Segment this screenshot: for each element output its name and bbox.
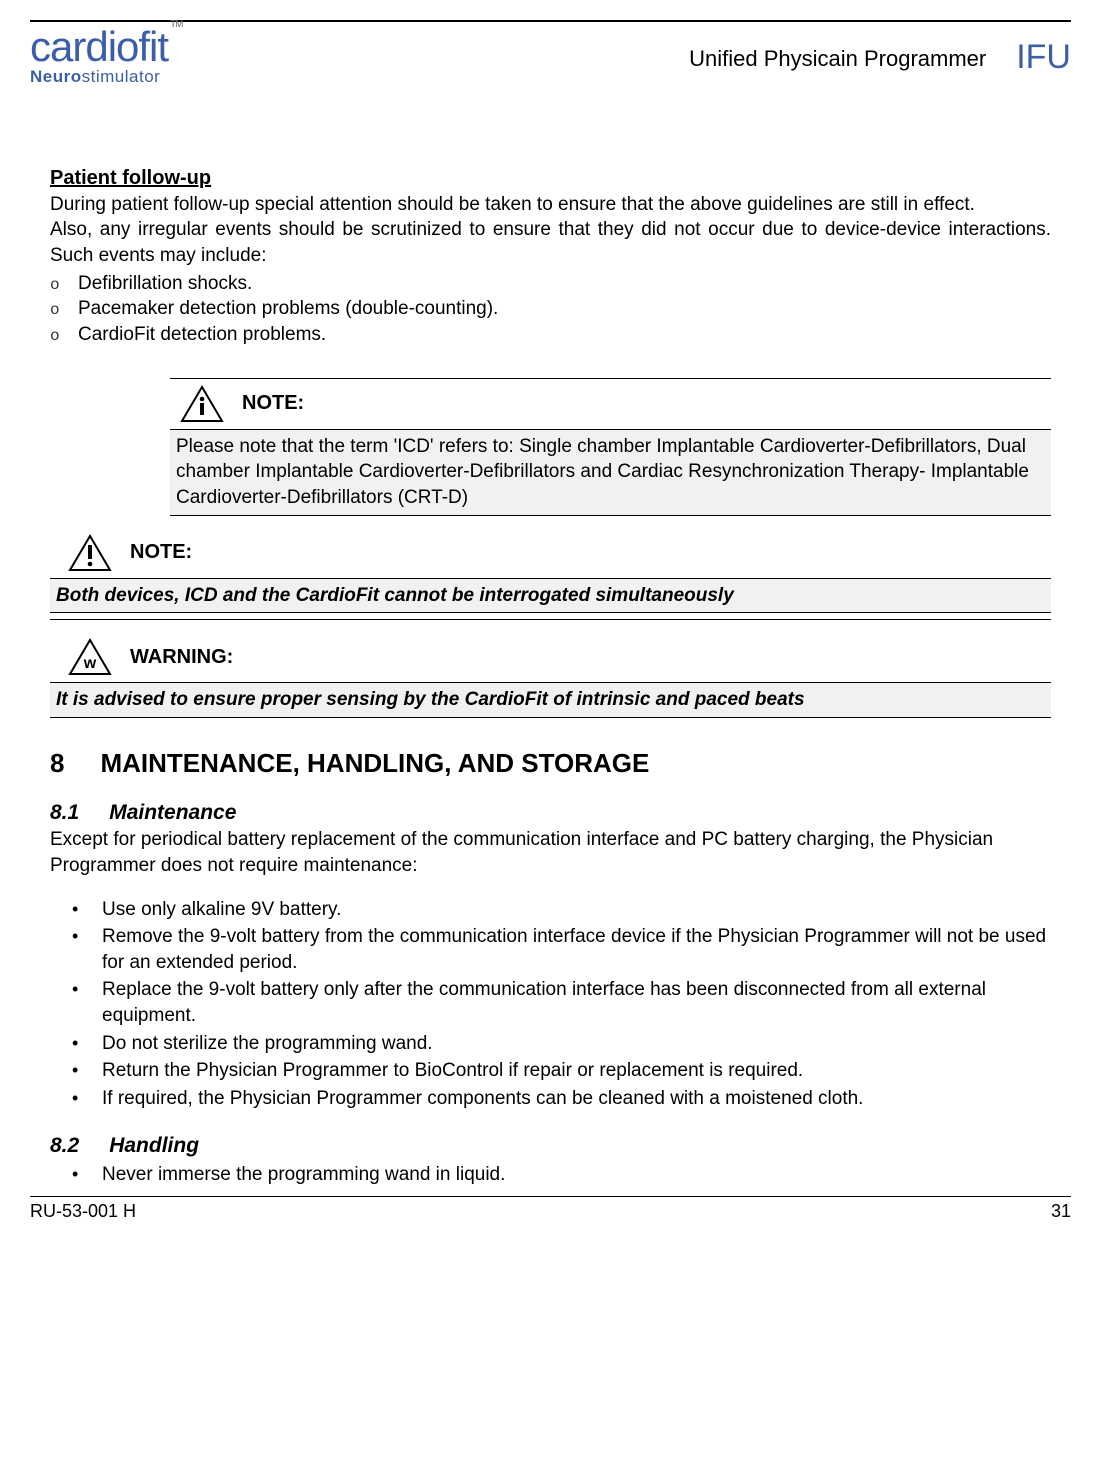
note-body: Both devices, ICD and the CardioFit cann… [50, 579, 1051, 613]
logo: cardiofitTM Neurostimulator [30, 28, 181, 89]
list-item: Pacemaker detection problems (double-cou… [78, 296, 1051, 322]
subsection-title: Handling [109, 1132, 199, 1160]
section-title: MAINTENANCE, HANDLING, AND STORAGE [100, 746, 649, 781]
header: cardiofitTM Neurostimulator Unified Phys… [30, 28, 1071, 95]
subsection-number: 8.2 [50, 1132, 79, 1160]
list-item: Return the Physician Programmer to BioCo… [102, 1058, 1051, 1084]
page-content: Patient follow-up During patient follow-… [30, 95, 1071, 1188]
page-number: 31 [1051, 1199, 1071, 1223]
warning-body: It is advised to ensure proper sensing b… [50, 683, 1051, 717]
footer: RU-53-001 H 31 [30, 1196, 1071, 1223]
doc-id: RU-53-001 H [30, 1199, 136, 1223]
list-item: Do not sterilize the programming wand. [102, 1031, 1051, 1057]
logo-tm: TM [170, 19, 182, 30]
section-8-1-intro: Except for periodical battery replacemen… [50, 827, 1051, 878]
patient-followup-p2: Also, any irregular events should be scr… [50, 217, 1051, 268]
list-item: If required, the Physician Programmer co… [102, 1086, 1051, 1112]
section-number: 8 [50, 746, 64, 781]
header-title: Unified Physicain Programmer [689, 44, 986, 74]
section-8-2-heading: 8.2 Handling [50, 1132, 1051, 1160]
caution-icon [68, 534, 112, 572]
subsection-title: Maintenance [109, 799, 236, 827]
header-right: Unified Physicain Programmer IFU [689, 35, 1071, 81]
list-item: Use only alkaline 9V battery. [102, 897, 1051, 923]
top-rule [30, 20, 1071, 22]
subsection-number: 8.1 [50, 799, 79, 827]
note-body: Please note that the term 'ICD' refers t… [170, 430, 1051, 515]
note-label: NOTE: [130, 539, 192, 566]
warning-block: w WARNING: It is advised to ensure prope… [50, 632, 1051, 718]
patient-followup-p1: During patient follow-up special attenti… [50, 192, 1051, 218]
list-item: Never immerse the programming wand in li… [102, 1162, 1051, 1188]
section-8-1-heading: 8.1 Maintenance [50, 799, 1051, 827]
ifu-label: IFU [1016, 35, 1071, 81]
warning-label: WARNING: [130, 644, 233, 671]
patient-followup-heading: Patient follow-up [50, 165, 1051, 192]
note-head: NOTE: [50, 528, 1051, 578]
logo-text: cardiofit [30, 23, 168, 70]
warning-head: w WARNING: [50, 632, 1051, 682]
list-item: Remove the 9-volt battery from the commu… [102, 924, 1051, 975]
warning-icon: w [68, 638, 112, 676]
svg-text:w: w [83, 655, 97, 672]
patient-followup-list: Defibrillation shocks. Pacemaker detecti… [50, 271, 1051, 348]
list-item: Replace the 9-volt battery only after th… [102, 977, 1051, 1028]
note-label: NOTE: [242, 390, 304, 417]
separator-rule [50, 619, 1051, 620]
note-block-1: NOTE: Please note that the term 'ICD' re… [170, 378, 1051, 516]
section-8-2-list: Never immerse the programming wand in li… [50, 1162, 1051, 1188]
note-head: NOTE: [170, 379, 1051, 429]
note-block-2: NOTE: Both devices, ICD and the CardioFi… [50, 528, 1051, 614]
logo-line1: cardiofitTM [30, 28, 181, 66]
info-icon [180, 385, 224, 423]
section-8-1-list: Use only alkaline 9V battery. Remove the… [50, 897, 1051, 1112]
section-8-heading: 8 MAINTENANCE, HANDLING, AND STORAGE [50, 746, 1051, 781]
list-item: CardioFit detection problems. [78, 322, 1051, 348]
list-item: Defibrillation shocks. [78, 271, 1051, 297]
